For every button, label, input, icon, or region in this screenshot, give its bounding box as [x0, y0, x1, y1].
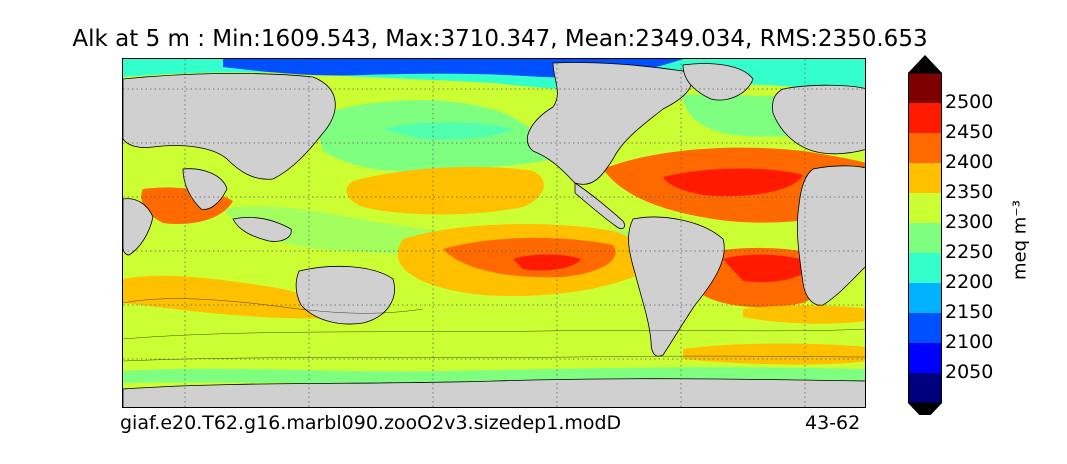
- land-layer: [123, 62, 865, 407]
- india: [182, 168, 228, 210]
- southern-ocean-streak: [683, 343, 865, 365]
- colorbar-extend-top: [908, 55, 942, 73]
- colorbar-segment: [908, 163, 942, 193]
- colorbar-segment: [908, 373, 942, 403]
- south-atlantic-band: [743, 305, 865, 324]
- colorbar-tick-label: 2450: [945, 121, 994, 143]
- colorbar-segment: [908, 193, 942, 223]
- contour-line: [123, 328, 865, 340]
- north-america: [527, 62, 692, 185]
- colorbar-body: [908, 55, 942, 415]
- contour-lines: [123, 298, 865, 362]
- south-pacific-peak: [513, 254, 581, 271]
- colorbar-tick-label: 2150: [945, 301, 994, 323]
- asia: [123, 72, 336, 180]
- contour-line: [123, 298, 424, 314]
- colorbar: [908, 55, 942, 415]
- colorbar-segment: [908, 313, 942, 343]
- arabia-edge: [123, 198, 154, 256]
- colorbar-tick-label: 2350: [945, 181, 994, 203]
- colorbar-tick-label: 2050: [945, 361, 994, 383]
- colorbar-tick-label: 2400: [945, 151, 994, 173]
- colorbar-units: meq m⁻³: [1009, 199, 1031, 281]
- colorbar-segment: [908, 103, 942, 133]
- colorbar-segment: [908, 253, 942, 283]
- colorbar-segment: [908, 283, 942, 313]
- colorbar-tick-label: 2200: [945, 271, 994, 293]
- contour-line: [123, 355, 865, 362]
- colorbar-segment: [908, 223, 942, 253]
- colorbar-segment: [908, 343, 942, 373]
- colorbar-tick-label: 2250: [945, 241, 994, 263]
- north-pacific-gyre: [346, 166, 544, 215]
- africa: [796, 165, 865, 306]
- colorbar-tick-label: 2300: [945, 211, 994, 233]
- map-canvas: [123, 59, 865, 407]
- central-america: [574, 182, 625, 229]
- map-title: Alk at 5 m : Min:1609.543, Max:3710.347,…: [72, 26, 928, 52]
- colorbar-segment: [908, 73, 942, 103]
- europe: [772, 84, 865, 155]
- north-atlantic-peak: [663, 168, 803, 197]
- australia: [295, 265, 395, 325]
- colorbar-tick-label: 2500: [945, 91, 994, 113]
- colorbar-extend-bottom: [908, 403, 942, 415]
- colorbar-outline: [908, 72, 942, 404]
- maritime-se-asia: [232, 217, 292, 242]
- colorbar-segment: [908, 133, 942, 163]
- north-pacific-patch: [383, 122, 513, 140]
- greenland: [682, 63, 754, 101]
- ocean-map: [122, 58, 866, 408]
- years-caption: 43-62: [805, 412, 861, 434]
- antarctica: [123, 378, 865, 407]
- south-america: [628, 216, 725, 357]
- south-atlantic-peak: [723, 254, 813, 283]
- colorbar-tick-label: 2100: [945, 331, 994, 353]
- run-caption: giaf.e20.T62.g16.marbl090.zooO2v3.sizede…: [120, 412, 622, 434]
